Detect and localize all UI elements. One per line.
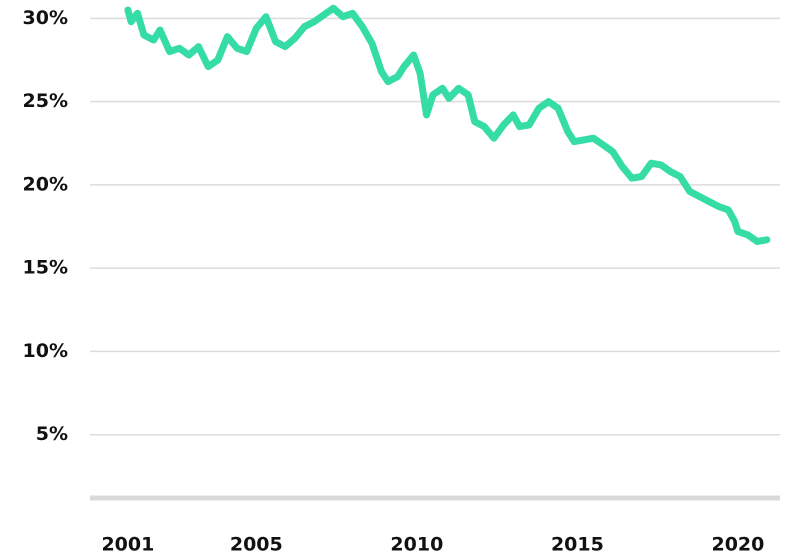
x-tick-label: 2015 (551, 534, 604, 556)
y-tick-label: 15% (23, 257, 68, 279)
y-tick-label: 25% (23, 90, 68, 112)
y-tick-label: 5% (36, 423, 68, 445)
y-tick-label: 10% (23, 340, 68, 362)
y-tick-label: 30% (23, 7, 68, 29)
x-tick-label: 2010 (390, 534, 443, 556)
x-tick-label: 2005 (230, 534, 283, 556)
x-tick-label: 2001 (101, 534, 154, 556)
y-tick-label: 20% (23, 173, 68, 195)
data-line (124, 4, 771, 245)
x-tick-label: 2020 (711, 534, 764, 556)
